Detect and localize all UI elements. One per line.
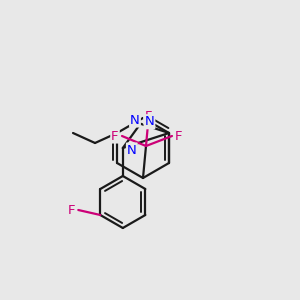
Text: F: F [111, 130, 119, 142]
Text: N: N [130, 113, 140, 127]
Text: F: F [68, 203, 75, 217]
Text: N: N [145, 115, 154, 128]
Text: F: F [175, 130, 183, 142]
Text: N: N [127, 143, 137, 157]
Text: F: F [144, 110, 152, 124]
